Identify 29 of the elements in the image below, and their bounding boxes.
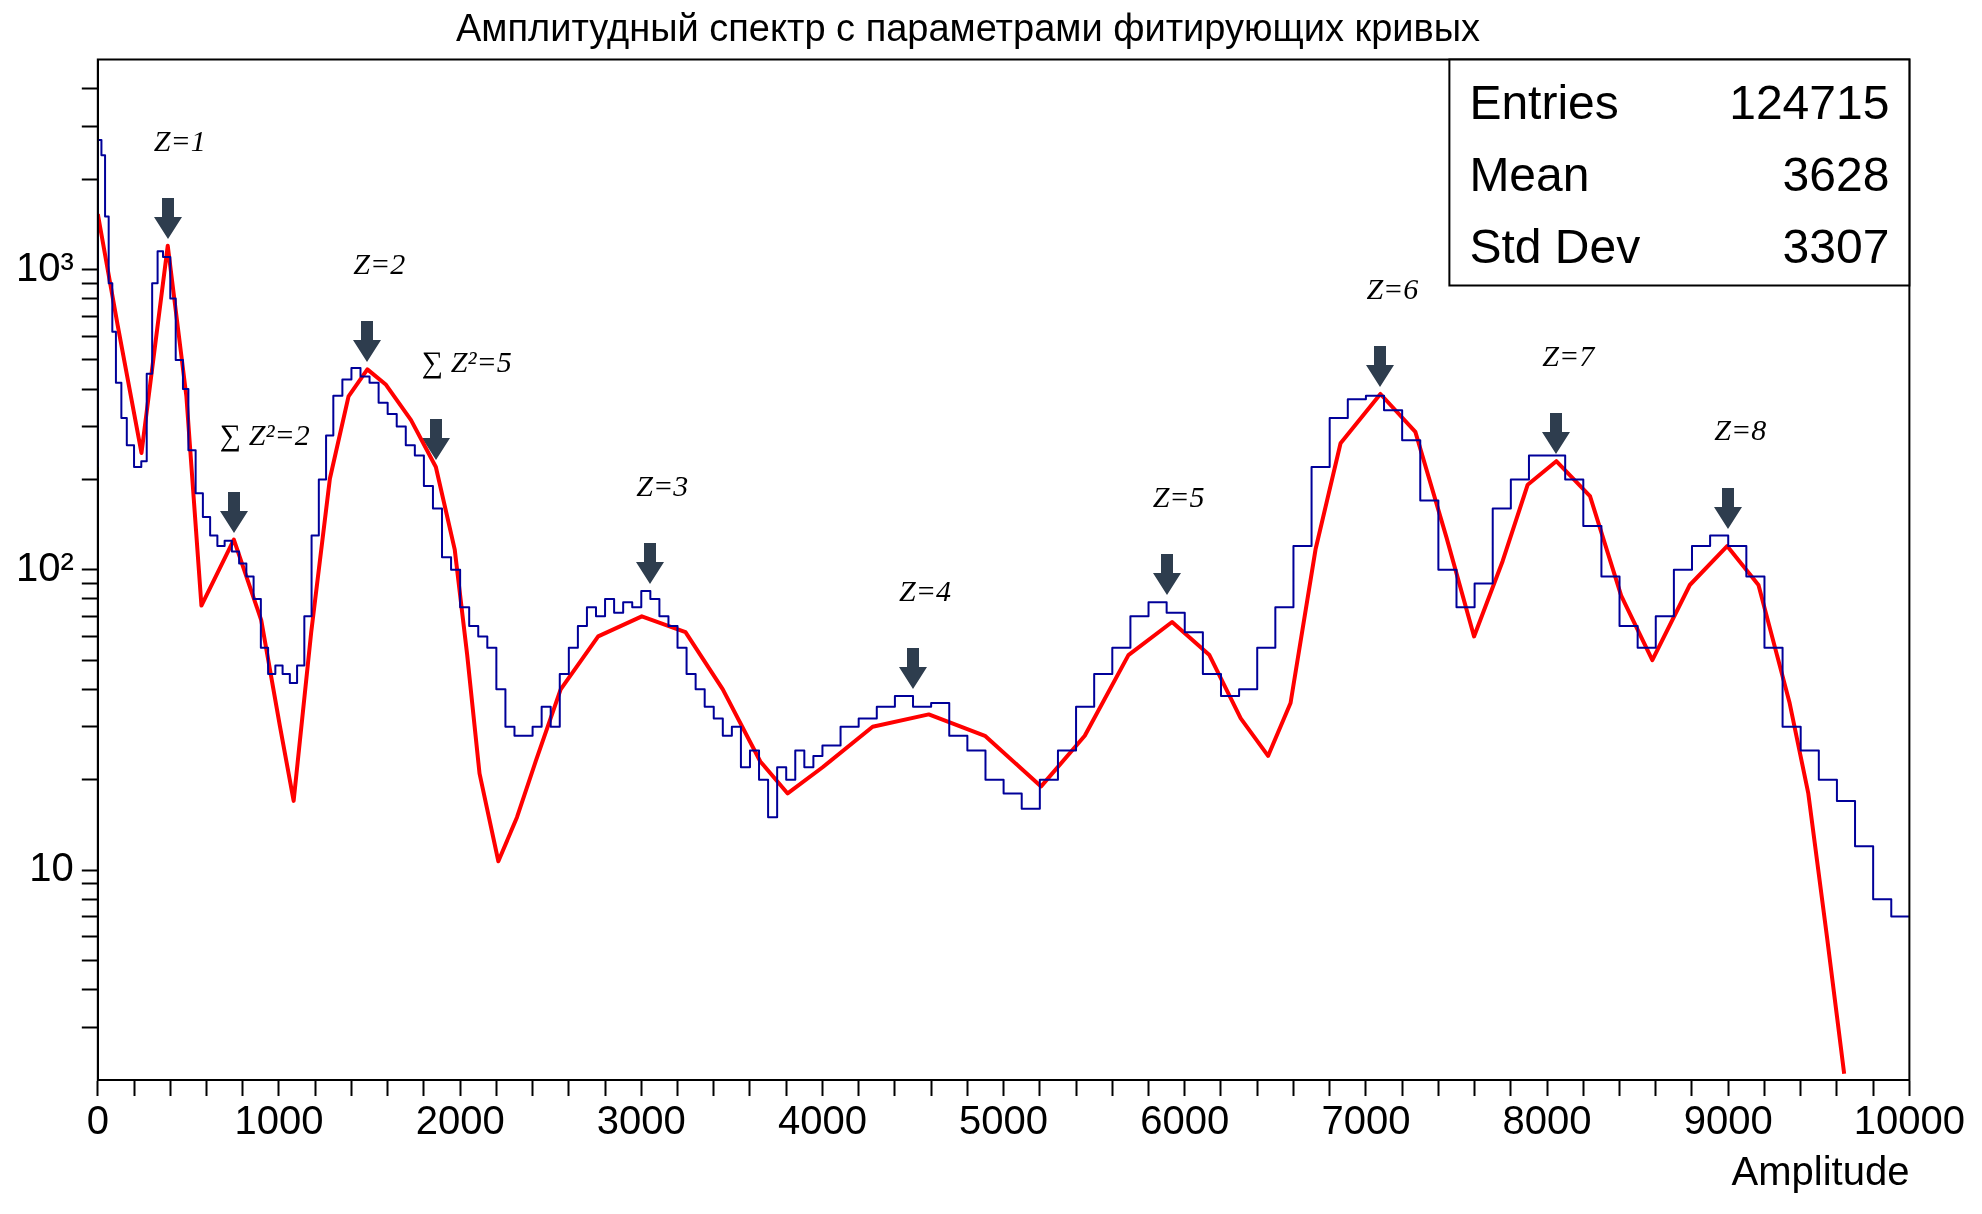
annotation: Z=2 bbox=[353, 247, 406, 281]
text: Std Dev 3307 bbox=[1469, 219, 1890, 273]
annotation: Z=5 bbox=[1152, 480, 1205, 514]
annotation: Z=1 bbox=[153, 123, 206, 157]
chart-title: Амплитудный спектр с параметрами фитирующих кривых bbox=[455, 7, 1481, 50]
x-tick-label: 5000 bbox=[959, 1098, 1049, 1143]
y-tick-label: 10² bbox=[16, 544, 74, 589]
annotation: Z=8 bbox=[1714, 413, 1767, 447]
x-tick-label: 10000 bbox=[1853, 1098, 1965, 1143]
x-tick-label: 9000 bbox=[1683, 1098, 1773, 1143]
x-tick-label: 4000 bbox=[777, 1098, 867, 1143]
text: Entries 124715 bbox=[1469, 75, 1890, 129]
annotation: Z=7 bbox=[1542, 339, 1597, 373]
annotation: Z=4 bbox=[899, 573, 951, 607]
x-tick-label: 6000 bbox=[1140, 1098, 1230, 1143]
x-tick-label: 7000 bbox=[1321, 1098, 1411, 1143]
annotation: Z=3 bbox=[636, 468, 689, 502]
annotation: ∑ Z²=5 bbox=[421, 344, 512, 379]
x-tick-label: 8000 bbox=[1502, 1098, 1592, 1143]
annotation: ∑ Z²=2 bbox=[219, 417, 310, 452]
x-tick-label: 0 bbox=[86, 1098, 109, 1143]
annotation: Z=6 bbox=[1366, 271, 1419, 305]
x-axis-title: Amplitude bbox=[1731, 1149, 1910, 1194]
x-tick-label: 1000 bbox=[234, 1098, 324, 1143]
text: Mean 3628 bbox=[1469, 147, 1890, 201]
x-tick-label: 3000 bbox=[596, 1098, 686, 1143]
y-tick-label: 10 bbox=[29, 845, 74, 890]
x-tick-label: 2000 bbox=[415, 1098, 505, 1143]
y-tick-label: 10³ bbox=[16, 244, 74, 289]
